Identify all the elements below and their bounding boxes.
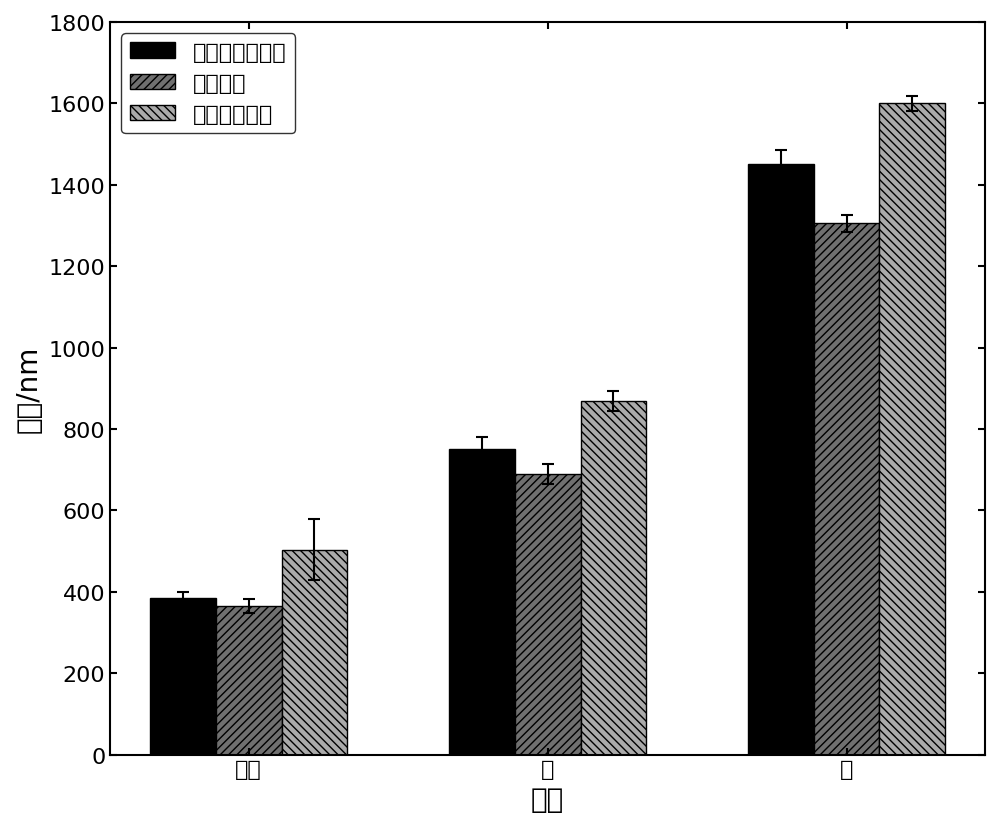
Bar bbox=[581, 402, 646, 754]
X-axis label: 阶段: 阶段 bbox=[531, 785, 564, 813]
Bar bbox=[449, 450, 515, 754]
Bar bbox=[879, 104, 945, 754]
Bar bbox=[216, 606, 282, 754]
Legend: 母乳脂质替代品, 物理混合, 巴沙鱼油硬脂: 母乳脂质替代品, 物理混合, 巴沙鱼油硬脂 bbox=[121, 34, 295, 134]
Bar bbox=[150, 598, 216, 754]
Bar bbox=[282, 550, 347, 754]
Y-axis label: 粒径/nm: 粒径/nm bbox=[15, 345, 43, 432]
Bar bbox=[748, 166, 814, 754]
Bar bbox=[515, 474, 581, 754]
Bar bbox=[814, 224, 879, 754]
